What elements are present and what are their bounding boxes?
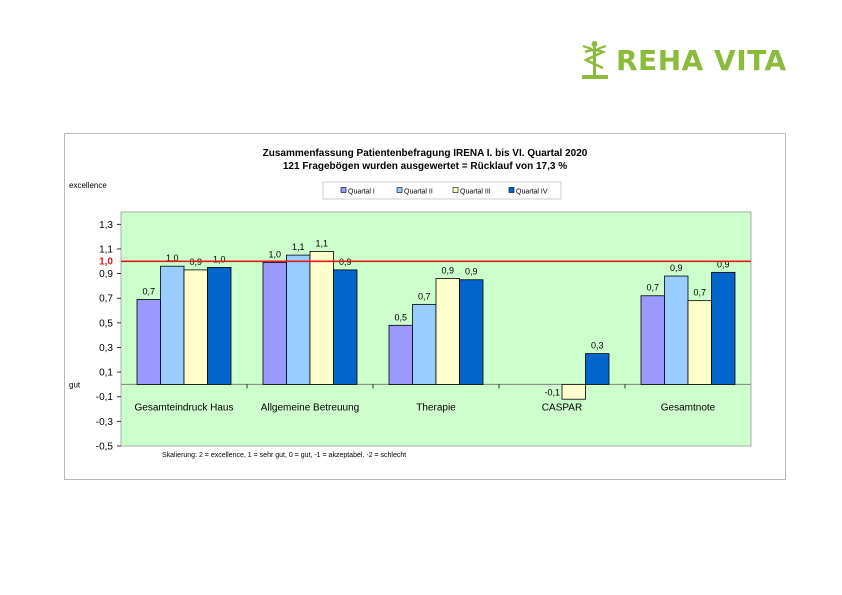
bar (136, 299, 161, 385)
bar (585, 353, 610, 385)
bar (262, 262, 287, 385)
bar (333, 269, 358, 385)
y-tick-label: 0,3 (99, 343, 113, 354)
chart-footnote: Skalierung: 2 = excellence, 1 = sehr gut… (162, 452, 406, 459)
caduceus-icon (582, 41, 608, 79)
bar (640, 295, 665, 385)
data-label: 1,0 (213, 254, 226, 264)
data-label: 0,7 (142, 286, 155, 296)
chart-title: Zusammenfassung Patientenbefragung IRENA… (263, 148, 588, 159)
data-label: 0,7 (693, 288, 706, 298)
bar-chart: Zusammenfassung Patientenbefragung IRENA… (69, 148, 752, 459)
y-tick-label: 1,3 (99, 220, 113, 231)
data-label: -0,1 (544, 387, 560, 397)
data-label: 1,1 (292, 242, 305, 252)
bar (309, 251, 334, 385)
legend-swatch (508, 187, 515, 193)
reference-line-label: 1,0 (99, 256, 113, 267)
bar (388, 324, 413, 385)
y-tick-label: -0,5 (96, 442, 114, 453)
category-label: Allgemeine Betreuung (261, 402, 359, 413)
data-label: 1,1 (315, 238, 328, 248)
data-label: 0,5 (394, 312, 407, 322)
data-label: 1,0 (268, 249, 281, 259)
bar (561, 384, 586, 400)
data-label: 0,9 (441, 266, 454, 276)
legend-entry: Quartal IV (516, 189, 548, 196)
legend-entry: Quartal III (460, 189, 491, 196)
bar (286, 254, 311, 385)
data-label: 0,9 (717, 259, 730, 269)
legend-entry: Quartal I (348, 189, 375, 196)
legend-swatch (340, 187, 347, 193)
bar (412, 303, 437, 385)
chart-subtitle: 121 Fragebögen wurden ausgewertet = Rück… (283, 161, 567, 172)
bar (711, 271, 736, 385)
category-label: Gesamteindruck Haus (135, 402, 234, 413)
y-tick-label: 0,7 (99, 294, 113, 305)
data-label: 1,0 (166, 253, 179, 263)
category-label: Therapie (416, 402, 456, 413)
legend-swatch (396, 187, 403, 193)
legend-swatch (452, 187, 459, 193)
bar (207, 267, 232, 385)
legend-entry: Quartal II (404, 189, 433, 196)
chart-frame: Zusammenfassung Patientenbefragung IRENA… (64, 133, 786, 480)
y-tick-label: -0,1 (96, 392, 114, 403)
y-tick-label: 1,1 (99, 244, 113, 255)
y-tick-label: -0,3 (96, 417, 114, 428)
y-tick-label: 0,9 (99, 269, 113, 280)
category-label: Gesamtnote (661, 402, 716, 413)
bar (183, 269, 208, 385)
reha-vita-logo: REHA VITA (578, 40, 788, 82)
bar (160, 265, 185, 385)
category-label: CASPAR (542, 402, 582, 413)
data-label: 0,9 (670, 263, 683, 273)
data-label: 0,7 (418, 291, 431, 301)
y-annotation-gut: gut (69, 380, 81, 389)
y-annotation-excellence: excellence (69, 181, 107, 190)
legend-box (322, 181, 562, 200)
data-label: 0,7 (646, 283, 659, 293)
data-label: 0,9 (465, 267, 478, 277)
y-tick-label: 0,1 (99, 368, 113, 379)
data-label: 0,3 (591, 341, 604, 351)
y-tick-label: 0,5 (99, 318, 113, 329)
logo-text: REHA VITA (616, 44, 787, 77)
bar (459, 279, 484, 385)
bar (435, 278, 460, 385)
bar (687, 300, 712, 385)
bar (664, 275, 689, 385)
